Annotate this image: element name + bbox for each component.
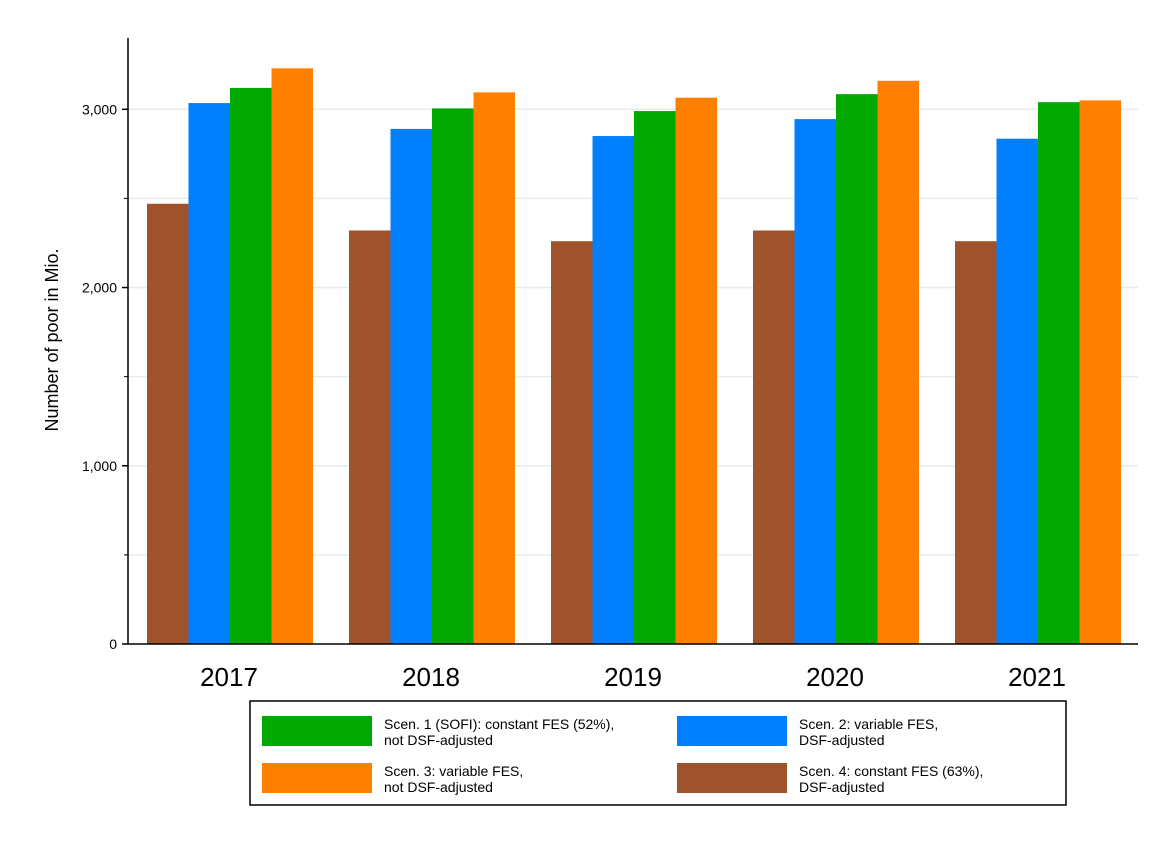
legend-box [249, 700, 1067, 806]
bar-s3-2017 [271, 68, 313, 645]
bars: 2017 2018 2019 2020 2021 [147, 68, 1121, 692]
bar-s4-2020 [753, 230, 795, 644]
x-tick-label: 2021 [1008, 662, 1066, 692]
legend-swatch-s2 [677, 716, 787, 746]
axes: 0 1,000 2,000 3,000 [82, 38, 1138, 652]
bar-s4-2017 [147, 203, 189, 644]
bar-s3-2021 [1079, 100, 1121, 645]
bar-s3-2020 [877, 80, 919, 644]
y-axis-title: Number of poor in Mio. [42, 248, 62, 431]
bar-s1-2017 [230, 87, 272, 644]
legend-label-s4-line2: DSF-adjusted [799, 779, 885, 795]
legend-swatch-s1 [262, 716, 372, 746]
legend-label-s2-line2: DSF-adjusted [799, 732, 885, 748]
legend: Scen. 1 (SOFI): constant FES (52%),not D… [249, 700, 1067, 806]
bar-s2-2020 [794, 119, 836, 645]
bar-s2-2017 [188, 103, 230, 644]
legend-label-s4: Scen. 4: constant FES (63%), [799, 763, 983, 779]
legend-label-s1: Scen. 1 (SOFI): constant FES (52%), [384, 716, 614, 732]
bar-s3-2018 [473, 92, 515, 645]
y-tick-label: 3,000 [82, 101, 117, 117]
bar-s4-2019 [551, 241, 593, 644]
y-tick-label: 0 [109, 636, 117, 652]
legend-label-s1-line2: not DSF-adjusted [384, 732, 493, 748]
bar-s1-2020 [836, 94, 878, 645]
bar-s4-2018 [349, 230, 391, 644]
bar-s3-2019 [675, 97, 717, 645]
bar-s4-2021 [955, 241, 997, 644]
y-tick-label: 1,000 [82, 458, 117, 474]
legend-label-s3-line2: not DSF-adjusted [384, 779, 493, 795]
x-tick-label: 2018 [402, 662, 460, 692]
bar-s1-2018 [432, 108, 474, 644]
bar-s1-2019 [634, 111, 676, 644]
x-tick-label: 2019 [604, 662, 662, 692]
legend-label-s2: Scen. 2: variable FES, [799, 716, 938, 732]
bar-s1-2021 [1038, 102, 1080, 645]
y-tick-label: 2,000 [82, 280, 117, 296]
legend-swatch-s3 [262, 763, 372, 793]
bar-s2-2021 [996, 138, 1038, 644]
x-tick-label: 2020 [806, 662, 864, 692]
legend-label-s3: Scen. 3: variable FES, [384, 763, 523, 779]
bar-s2-2018 [390, 128, 432, 644]
legend-swatch-s4 [677, 763, 787, 793]
bar-s2-2019 [592, 136, 634, 644]
x-tick-label: 2017 [200, 662, 258, 692]
